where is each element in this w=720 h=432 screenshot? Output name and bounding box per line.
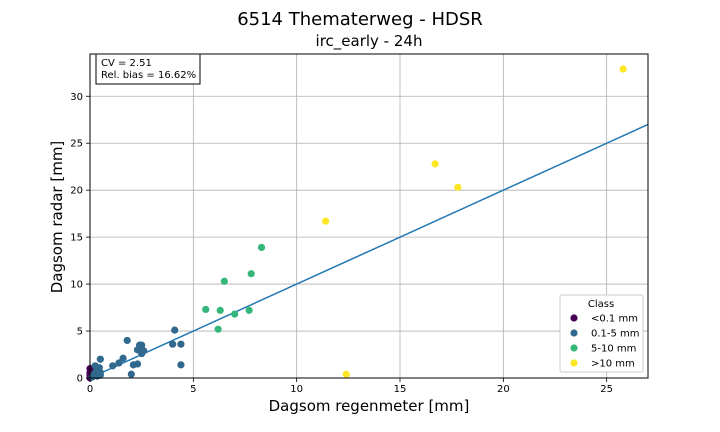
data-point bbox=[322, 217, 330, 225]
data-point bbox=[169, 340, 177, 348]
x-tick-label: 20 bbox=[497, 384, 510, 395]
data-point bbox=[342, 370, 350, 378]
data-point bbox=[454, 183, 462, 191]
data-point bbox=[619, 65, 627, 73]
y-tick-label: 15 bbox=[70, 233, 83, 244]
stats-bias: Rel. bias = 16.62% bbox=[101, 70, 196, 81]
chart-title: irc_early - 24h bbox=[316, 32, 423, 51]
stats-cv: CV = 2.51 bbox=[101, 58, 152, 69]
x-tick-label: 0 bbox=[87, 384, 93, 395]
data-point bbox=[138, 341, 146, 349]
legend-marker bbox=[570, 329, 578, 337]
fit-line-group bbox=[89, 123, 649, 379]
x-tick-label: 25 bbox=[600, 384, 613, 395]
data-points bbox=[86, 65, 627, 382]
data-point bbox=[431, 160, 439, 168]
legend-title: Class bbox=[588, 299, 614, 310]
y-tick-label: 25 bbox=[70, 139, 83, 150]
data-point bbox=[214, 325, 222, 333]
legend-entry: 0.1-5 mm bbox=[591, 329, 640, 340]
grid-lines bbox=[89, 54, 648, 379]
data-point bbox=[123, 336, 131, 345]
axis-ticks: 0 5 10 15 20 25 0 5 10 15 20 25 30 bbox=[70, 92, 613, 395]
legend-entry: >10 mm bbox=[591, 359, 635, 370]
x-tick-label: 10 bbox=[290, 384, 303, 395]
legend-entry: 5-10 mm bbox=[591, 344, 636, 355]
legend-marker bbox=[570, 359, 578, 367]
plot-frame bbox=[89, 53, 649, 379]
data-point bbox=[245, 306, 253, 314]
data-point bbox=[257, 243, 266, 252]
data-point bbox=[119, 354, 127, 362]
fit-line bbox=[89, 123, 649, 379]
data-point bbox=[202, 305, 210, 314]
legend-frame bbox=[559, 294, 644, 373]
data-point bbox=[177, 361, 185, 369]
data-point bbox=[140, 347, 148, 355]
data-point bbox=[109, 362, 117, 370]
stats-box: CV = 2.51 Rel. bias = 16.62% bbox=[95, 53, 201, 85]
y-tick-label: 0 bbox=[77, 374, 83, 385]
data-point bbox=[216, 306, 224, 314]
y-tick-label: 10 bbox=[70, 280, 83, 291]
data-point bbox=[231, 310, 239, 318]
stats-box-border bbox=[95, 53, 201, 85]
data-point bbox=[127, 370, 135, 378]
y-tick-label: 30 bbox=[70, 92, 83, 103]
legend-entry: <0.1 mm bbox=[591, 314, 638, 325]
y-tick-label: 20 bbox=[70, 186, 83, 197]
data-point bbox=[96, 355, 104, 363]
y-axis-label: Dagsom radar [mm] bbox=[48, 141, 66, 294]
data-point bbox=[171, 326, 179, 334]
x-tick-label: 5 bbox=[190, 384, 196, 395]
data-point bbox=[247, 270, 255, 278]
legend-marker bbox=[570, 344, 578, 352]
x-axis-label: Dagsom regenmeter [mm] bbox=[269, 397, 470, 415]
legend-marker bbox=[570, 314, 578, 322]
data-point bbox=[220, 277, 228, 285]
data-point bbox=[96, 368, 104, 376]
data-point bbox=[133, 360, 142, 368]
x-tick-label: 15 bbox=[394, 384, 407, 395]
data-point bbox=[177, 340, 185, 348]
data-point bbox=[115, 359, 123, 367]
chart-suptitle: 6514 Thematerweg - HDSR bbox=[237, 9, 483, 30]
y-tick-label: 5 bbox=[77, 327, 83, 338]
legend: Class <0.1 mm 0.1-5 mm 5-10 mm >10 mm bbox=[559, 294, 644, 373]
